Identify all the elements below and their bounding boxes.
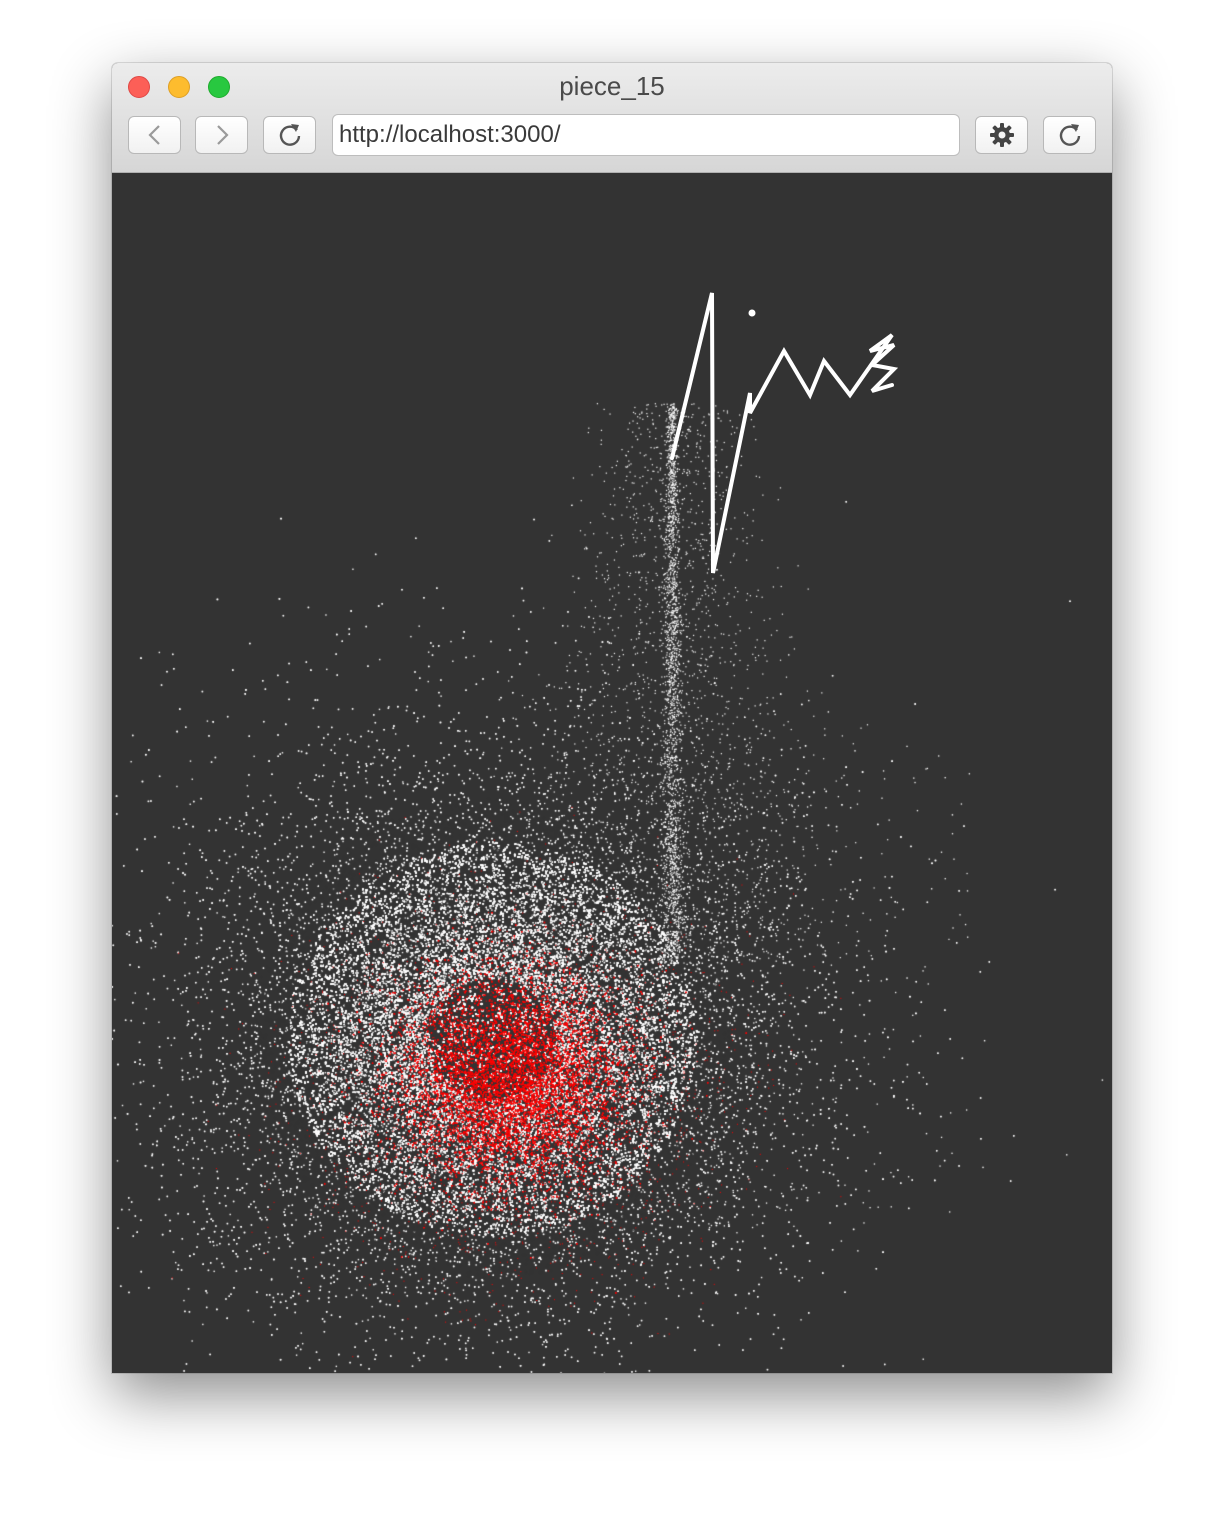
reload-button[interactable] xyxy=(263,116,316,154)
address-bar[interactable]: http://localhost:3000/ xyxy=(332,114,960,156)
close-window-button[interactable] xyxy=(128,76,150,98)
refresh-button[interactable] xyxy=(1043,116,1096,154)
window-title: piece_15 xyxy=(559,71,665,101)
minimize-window-button[interactable] xyxy=(168,76,190,98)
chevron-right-icon xyxy=(216,125,229,145)
gear-icon xyxy=(989,123,1014,147)
zoom-window-button[interactable] xyxy=(208,76,230,98)
reload-icon xyxy=(279,124,300,146)
particle-canvas[interactable] xyxy=(112,173,1112,1373)
title-bar: piece_15 http://localhost:3000/ xyxy=(112,63,1112,173)
forward-button[interactable] xyxy=(195,116,248,154)
chevron-left-icon xyxy=(147,125,160,145)
settings-button[interactable] xyxy=(975,116,1028,154)
back-button[interactable] xyxy=(128,116,181,154)
browser-window: piece_15 http://localhost:3000/ xyxy=(112,63,1112,1373)
signature-scribble xyxy=(670,292,899,574)
refresh-icon xyxy=(1059,124,1080,146)
page-canvas-area xyxy=(112,173,1112,1373)
